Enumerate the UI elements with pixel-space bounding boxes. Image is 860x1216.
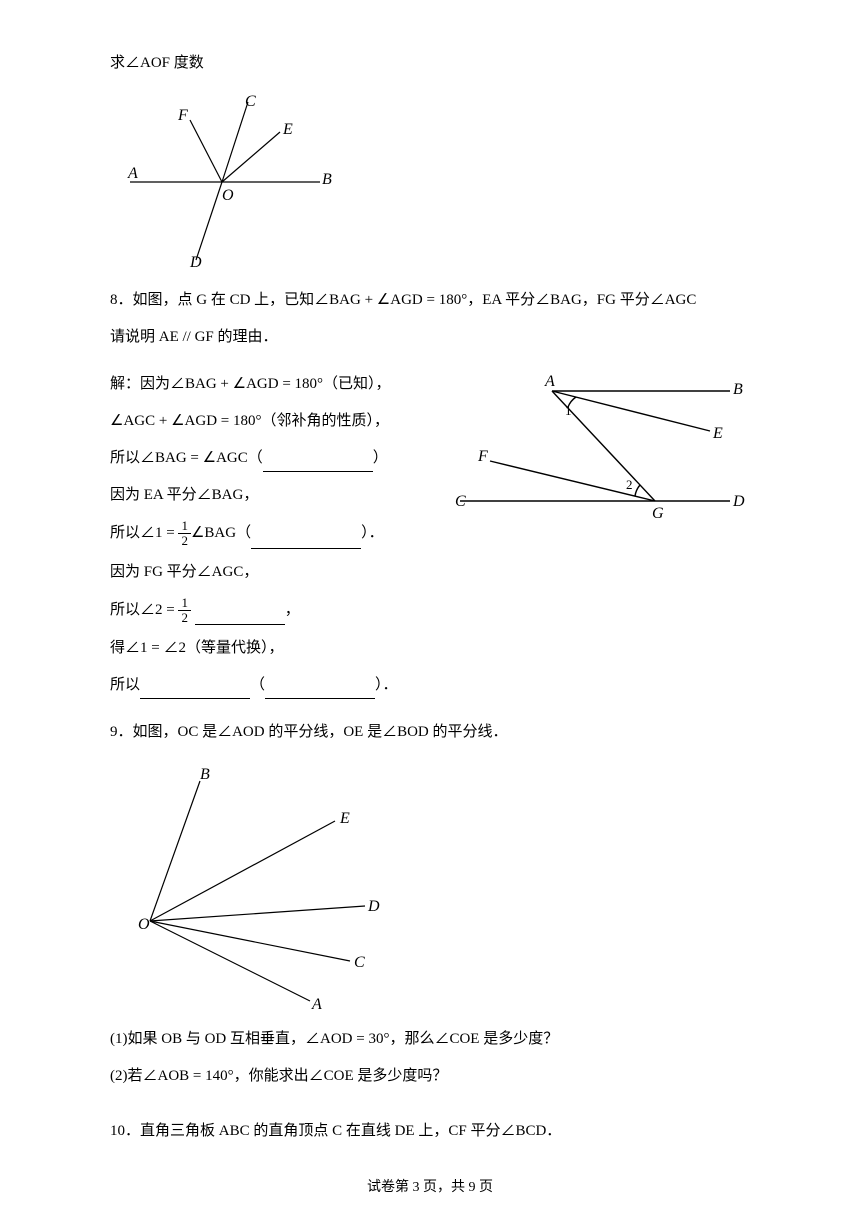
fig2-A: A <box>544 373 555 390</box>
q8-l6: 因为 FG 平分∠AGC， <box>110 559 430 586</box>
q8-l3-a: 所以∠BAG = ∠AGC（ <box>110 450 263 466</box>
fig1-label-O: O <box>222 187 234 204</box>
figure-1-container: A B C D E F O <box>110 92 750 272</box>
blank-1 <box>263 456 373 473</box>
page-footer: 试卷第 3 页，共 9 页 <box>0 1176 860 1196</box>
q10-intro: 10．直角三角板 ABC 的直角顶点 C 在直线 DE 上，CF 平分∠BCD． <box>110 1118 750 1145</box>
q8-ask-text: 请说明 AE // GF 的理由． <box>110 329 278 345</box>
blank-2 <box>251 532 361 549</box>
q8-line-intro: 8．如图，点 G 在 CD 上，已知∠BAG + ∠AGD = 180°，EA … <box>110 287 750 314</box>
q8-two-col: 解：因为∠BAG + ∠AGD = 180°（已知）， ∠AGC + ∠AGD … <box>110 361 750 709</box>
fig3-O: O <box>138 916 150 933</box>
fig2-F: F <box>477 448 488 465</box>
fig1-label-C: C <box>245 93 256 110</box>
q8-intro-text: 8．如图，点 G 在 CD 上，已知∠BAG + ∠AGD = 180°，EA … <box>110 292 696 308</box>
q8-l1: 解：因为∠BAG + ∠AGD = 180°（已知）， <box>110 371 430 398</box>
q8-l5-b: ）． <box>361 525 384 541</box>
q7-text: 求∠AOF 度数 <box>110 55 204 71</box>
q8-l8: 得∠1 = ∠2（等量代换）， <box>110 635 430 662</box>
q7-remnant: 求∠AOF 度数 <box>110 50 750 77</box>
q8-l3-b: ） <box>373 450 388 466</box>
fig3-E: E <box>339 810 350 827</box>
q8-proof-col: 解：因为∠BAG + ∠AGD = 180°（已知）， ∠AGC + ∠AGD … <box>110 361 430 709</box>
fig3-A: A <box>311 996 322 1011</box>
fig1-label-A: A <box>127 165 138 182</box>
fig1-label-B: B <box>322 171 332 188</box>
q8-l7-a: 所以∠2 = <box>110 602 178 618</box>
blank-3 <box>195 609 285 626</box>
frac-2: 12 <box>178 596 191 626</box>
q9-part2: (2)若∠AOB = 140°，你能求出∠COE 是多少度吗？ <box>110 1063 750 1090</box>
blank-5 <box>265 683 375 700</box>
q8-l9-c: ）． <box>375 677 398 693</box>
q8-l5-mid: ∠BAG（ <box>191 525 251 541</box>
fig2-G: G <box>652 505 664 522</box>
fig3-C: C <box>354 954 365 971</box>
figure-1-svg: A B C D E F O <box>110 92 340 272</box>
q8-l9-b: （ <box>250 677 265 693</box>
q8-l2: ∠AGC + ∠AGD = 180°（邻补角的性质）， <box>110 408 430 435</box>
fig1-label-F: F <box>177 107 188 124</box>
fig3-D: D <box>367 898 380 915</box>
fig2-E: E <box>712 425 723 442</box>
q8-l5: 所以∠1 = 12∠BAG（ ）． <box>110 519 430 549</box>
blank-4 <box>140 683 250 700</box>
fig2-2: 2 <box>626 477 633 492</box>
q8-l7-b: ， <box>285 602 300 618</box>
q8-l5-a: 所以∠1 = <box>110 525 178 541</box>
fig2-1: 1 <box>565 403 572 418</box>
q8-l9-a: 所以 <box>110 677 140 693</box>
q8-l7: 所以∠2 = 12 ， <box>110 596 430 626</box>
figure-3-container: O B E D C A <box>110 761 750 1011</box>
fig1-label-D: D <box>189 254 202 271</box>
fig2-C: C <box>455 493 466 510</box>
fig2-D: D <box>732 493 745 510</box>
frac-1: 12 <box>178 519 191 549</box>
q9-intro: 9．如图，OC 是∠AOD 的平分线，OE 是∠BOD 的平分线． <box>110 719 750 746</box>
figure-2-svg: A B C D E F G 1 2 <box>450 361 750 531</box>
figure-3-svg: O B E D C A <box>110 761 390 1011</box>
q8-l4: 因为 EA 平分∠BAG， <box>110 482 430 509</box>
q8-l9: 所以 （ ）． <box>110 672 430 699</box>
q8-l3: 所以∠BAG = ∠AGC（ ） <box>110 445 430 472</box>
figure-2-container: A B C D E F G 1 2 <box>450 361 750 531</box>
fig2-B: B <box>733 381 743 398</box>
fig1-label-E: E <box>282 121 293 138</box>
q8-line-ask: 请说明 AE // GF 的理由． <box>110 324 750 351</box>
q9-part1: (1)如果 OB 与 OD 互相垂直，∠AOD = 30°，那么∠COE 是多少… <box>110 1026 750 1053</box>
footer-text: 试卷第 3 页，共 9 页 <box>367 1180 493 1195</box>
fig3-B: B <box>200 766 210 783</box>
